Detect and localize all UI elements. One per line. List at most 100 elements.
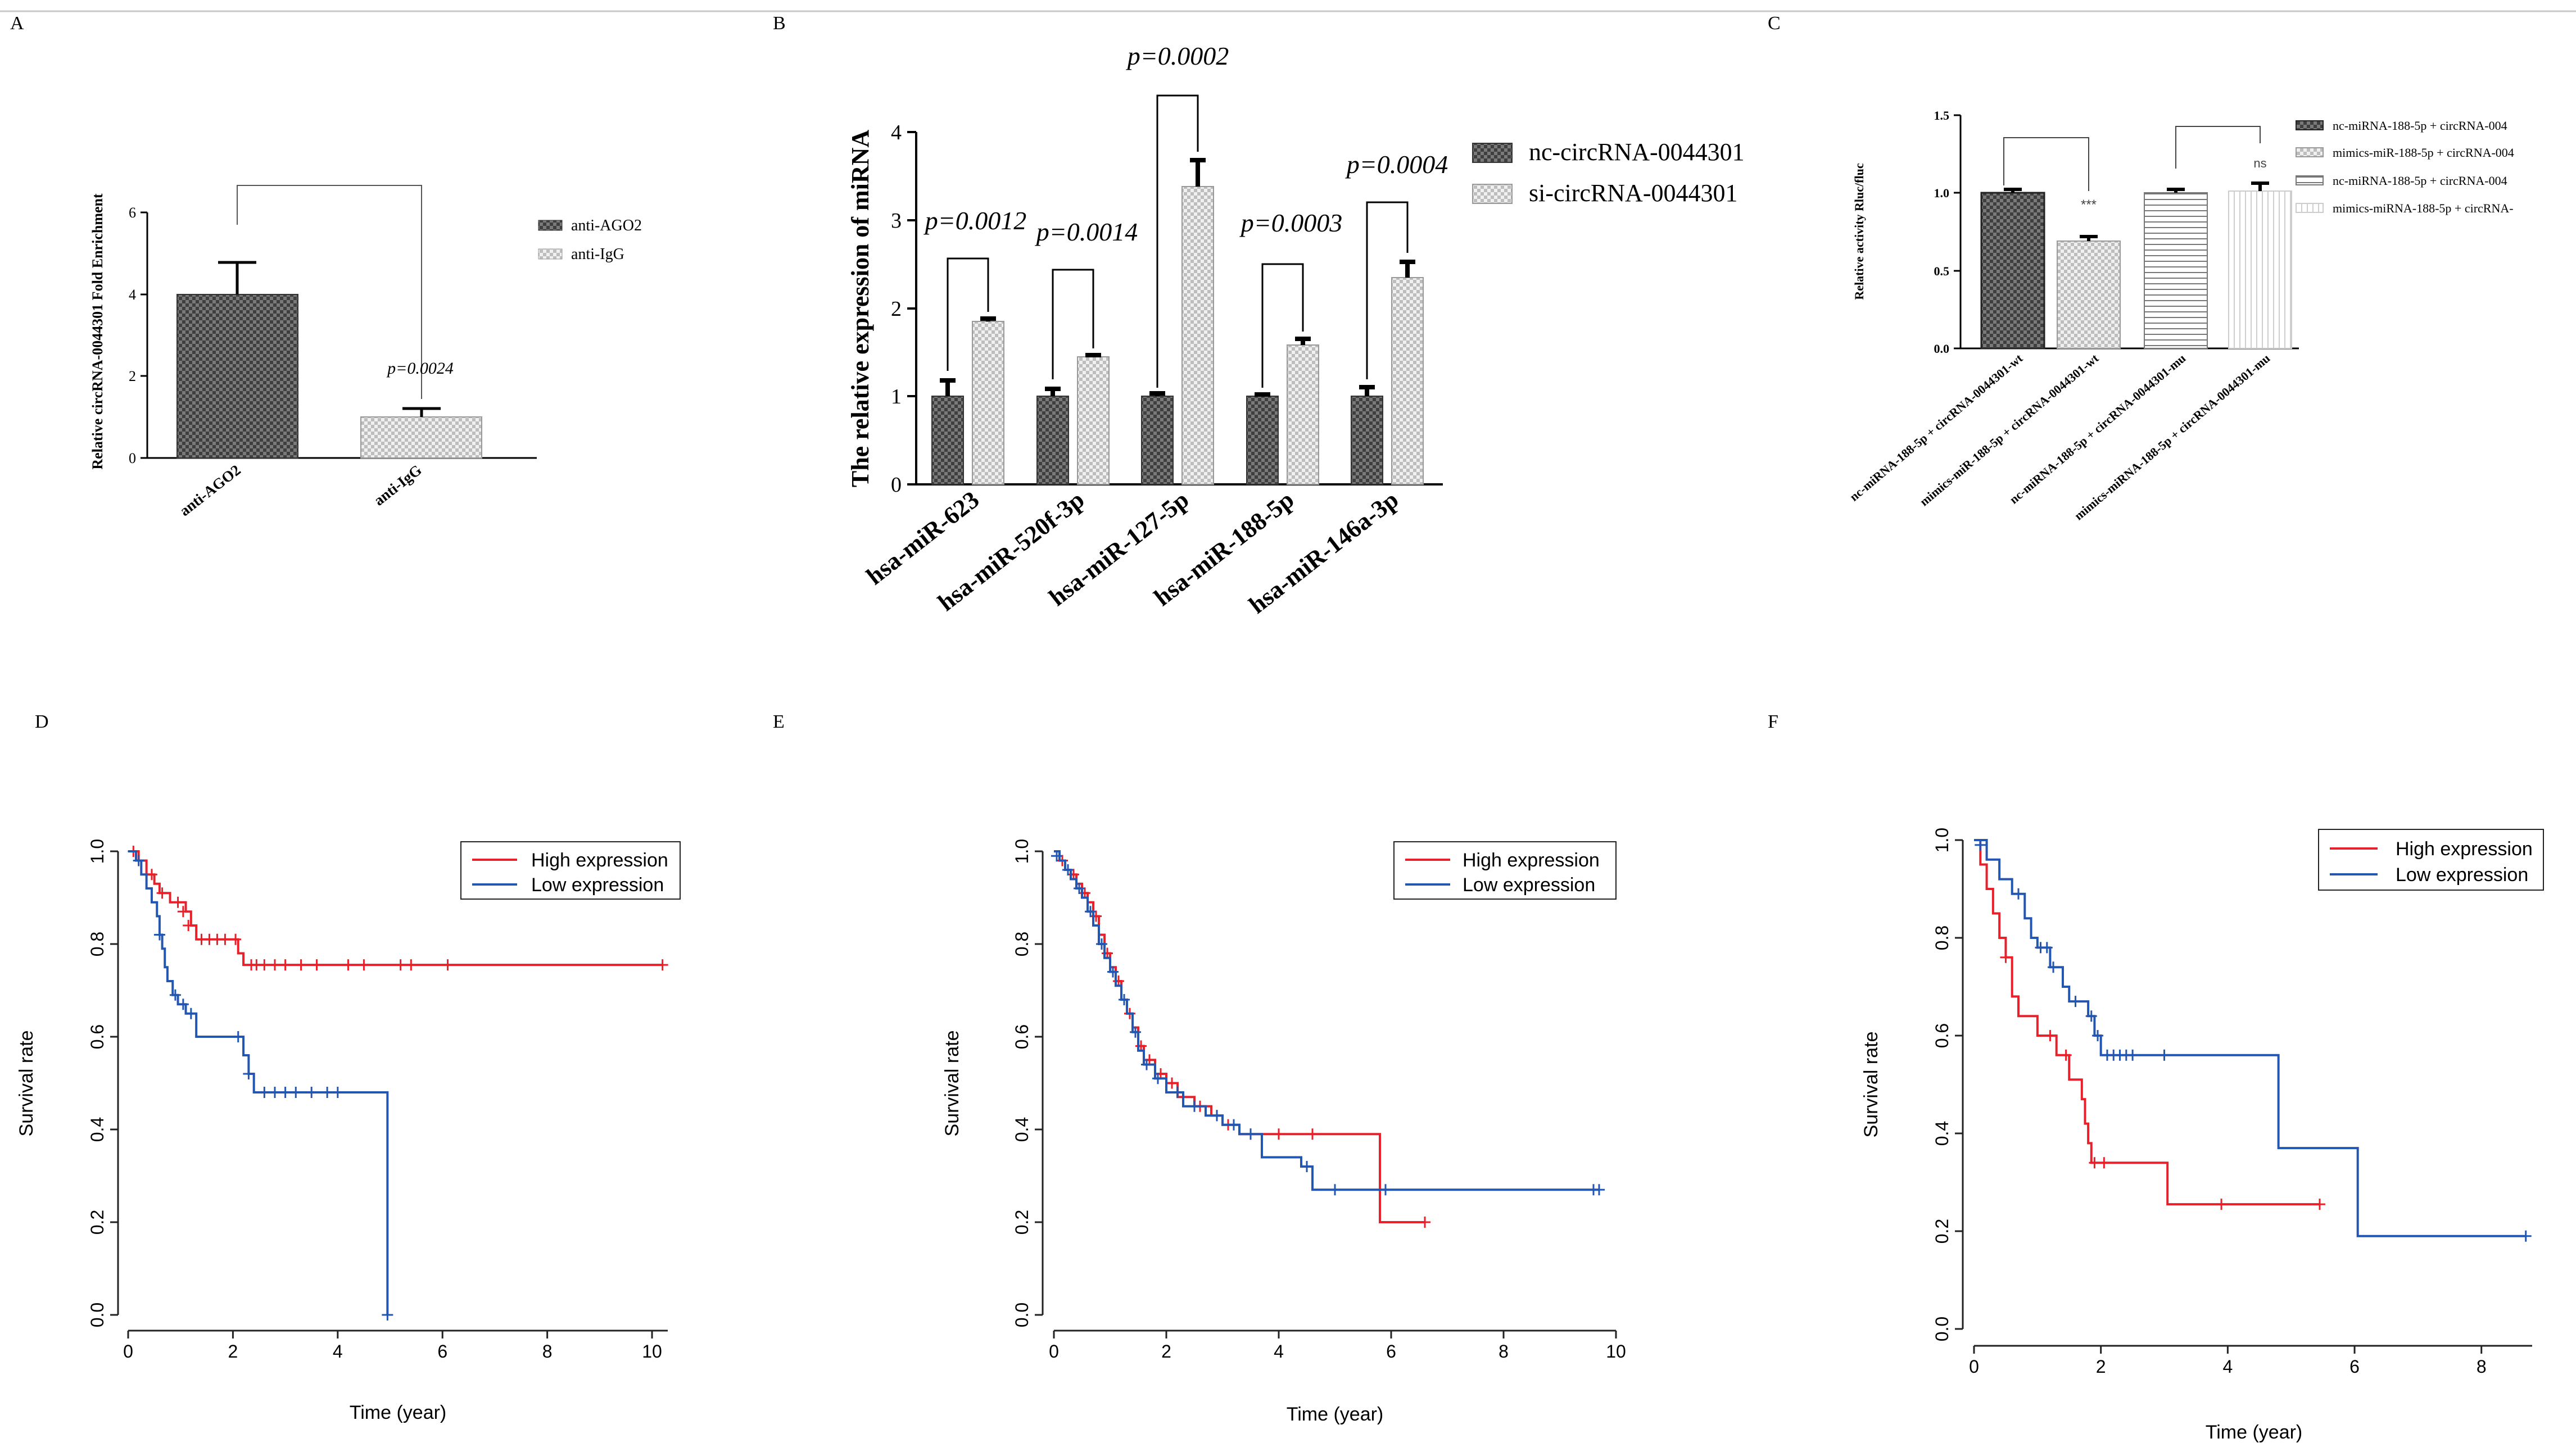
b-bar-nc-mir-623 — [931, 396, 964, 485]
b-ytick-label-0: 0 — [891, 473, 902, 497]
f-censor-low-13 — [2158, 1049, 2170, 1061]
e-censor-low-19 — [1593, 1184, 1605, 1196]
f-xtick-label-1: 2 — [2096, 1356, 2106, 1377]
f-xtick-label-4: 8 — [2477, 1356, 2487, 1377]
c-ytick-label-3: 1.5 — [1934, 108, 1950, 122]
a-ytick-label-3: 6 — [129, 205, 136, 221]
b-bar-si-mir-188-5p — [1287, 344, 1319, 485]
panel-d-km-chart: 0.0 0.2 0.4 0.6 0.8 1.0 0 2 4 6 8 10 Sur… — [16, 839, 681, 1423]
d-xticks: 0 2 4 6 8 10 — [123, 1341, 662, 1362]
c-significance-1: *** — [2081, 197, 2097, 212]
c-significance-3: ns — [2253, 156, 2266, 170]
d-legend-box — [460, 841, 681, 900]
d-legend-label-high: High expression — [531, 850, 668, 871]
f-xtick-label-0: 0 — [1969, 1356, 1979, 1377]
f-legend: High expression Low expression — [2318, 829, 2544, 891]
c-ylabel: Relative activity Rluc/fluc — [1852, 163, 1866, 300]
d-censor-low-0 — [133, 855, 144, 866]
d-censor-high-21 — [405, 959, 417, 971]
b-bar-nc-mir-520f-3p — [1036, 396, 1069, 485]
c-ytick-label-0: 0.0 — [1934, 342, 1950, 356]
b-bar-si-mir-623 — [972, 321, 1004, 485]
f-censor-high-5 — [2216, 1199, 2228, 1210]
c-legend: nc-miRNA-188-5p + circRNA-004 mimics-miR… — [2296, 119, 2514, 215]
f-ylabel: Survival rate — [1860, 1032, 1882, 1138]
e-censor-low-1 — [1062, 864, 1074, 875]
d-censor-high-1 — [146, 869, 157, 881]
b-ytick-2: 2 — [891, 297, 916, 321]
a-ytick-4: 4 — [129, 287, 147, 303]
f-censor-low-14 — [2520, 1230, 2532, 1242]
e-ytick-label-0: 0.0 — [1012, 1303, 1032, 1327]
c-legend-label-1: mimics-miR-188-5p + circRNA-004 — [2333, 146, 2514, 160]
e-censor-low-7 — [1130, 1026, 1141, 1038]
d-censor-low-6 — [243, 1068, 255, 1079]
d-censor-high-9 — [219, 933, 231, 945]
e-xtick-label-0: 0 — [1049, 1341, 1059, 1362]
c-legend-swatch-2 — [2296, 175, 2324, 185]
f-ytick-label-5: 1.0 — [1932, 828, 1952, 852]
d-censor-low-13 — [332, 1087, 343, 1098]
a-legend-label-0: anti-AGO2 — [571, 217, 642, 234]
e-xtick-label-5: 10 — [1606, 1341, 1626, 1362]
d-censor-high-18 — [342, 959, 354, 971]
c-ytick-10: 1.0 — [1934, 186, 1961, 200]
e-censor-low-11 — [1189, 1100, 1200, 1112]
a-xtick-label-0: anti-AGO2 — [176, 461, 244, 519]
c-legend-swatch-0 — [2296, 120, 2324, 130]
d-xlabel: Time (year) — [350, 1402, 447, 1423]
b-bar-si-mir-520f-3p — [1077, 356, 1110, 485]
d-yticks: 0.0 0.2 0.4 0.6 0.8 1.0 — [87, 839, 107, 1327]
b-ytick-4: 4 — [891, 121, 916, 144]
c-legend-swatch-1 — [2296, 147, 2324, 157]
d-censor-high-2 — [156, 887, 168, 899]
d-xtick-label-5: 10 — [642, 1341, 662, 1362]
c-legend-label-2: nc-miRNA-188-5p + circRNA-004 — [2333, 174, 2507, 188]
b-ytick-label-2: 2 — [891, 297, 902, 321]
c-ytick-15: 1.5 — [1934, 108, 1961, 122]
f-ytick-label-2: 0.4 — [1932, 1121, 1952, 1146]
c-ytick-0: 0.0 — [1934, 342, 1961, 356]
b-p-value-3: p=0.0003 — [1239, 208, 1343, 237]
e-curve-high — [1054, 850, 1425, 1223]
e-censor-low-14 — [1245, 1128, 1256, 1140]
d-censor-low-12 — [322, 1087, 333, 1098]
panel-letter-c: C — [1768, 13, 1781, 34]
panel-f-km-chart: 0.0 0.2 0.4 0.6 0.8 1.0 0 2 4 6 8 Surviv… — [1860, 828, 2544, 1443]
d-ytick-label-5: 1.0 — [87, 839, 107, 864]
b-ytick-1: 1 — [891, 385, 916, 409]
panel-e-km-chart: 0.0 0.2 0.4 0.6 0.8 1.0 0 2 4 6 8 10 Sur… — [941, 839, 1626, 1425]
a-bar-anti-ago2 — [176, 294, 298, 459]
b-bar-si-mir-127-5p — [1181, 186, 1214, 485]
d-censor-low-1 — [153, 929, 165, 941]
panel-c-bar-chart: Relative activity Rluc/fluc 0.0 0.5 1.0 … — [1847, 108, 2514, 523]
b-bar-nc-mir-188-5p — [1246, 396, 1279, 485]
d-censor-low-4 — [185, 1008, 197, 1019]
e-yticks: 0.0 0.2 0.4 0.6 0.8 1.0 — [1012, 839, 1032, 1327]
c-legend-label-0: nc-miRNA-188-5p + circRNA-004 — [2333, 119, 2507, 133]
e-ytick-label-4: 0.8 — [1012, 932, 1032, 956]
d-censor-high-15 — [279, 959, 291, 971]
a-ytick-6: 6 — [129, 205, 147, 221]
e-legend-label-high: High expression — [1463, 850, 1600, 871]
e-xlabel: Time (year) — [1287, 1404, 1384, 1425]
d-censor-high-10 — [230, 933, 242, 945]
panel-a-bar-chart: Relative circRNA-0044301 Fold Enrichment… — [89, 185, 642, 519]
d-censor-high-19 — [358, 959, 370, 971]
e-ytick-label-3: 0.6 — [1012, 1024, 1032, 1049]
b-significance-brackets — [947, 94, 1409, 388]
f-xlabel: Time (year) — [2206, 1422, 2303, 1443]
a-ytick-label-1: 2 — [129, 368, 136, 384]
f-curves — [1974, 839, 2532, 1242]
d-ytick-label-2: 0.4 — [87, 1117, 107, 1142]
a-ytick-0: 0 — [129, 450, 147, 466]
f-xtick-label-3: 6 — [2349, 1356, 2360, 1377]
e-censor-low-12 — [1211, 1110, 1223, 1122]
b-legend-label-1: si-circRNA-0044301 — [1529, 179, 1738, 207]
a-bar-anti-igg — [360, 416, 482, 459]
a-legend-swatch-1 — [538, 248, 563, 260]
d-censor-high-23 — [657, 959, 668, 971]
a-ylabel: Relative circRNA-0044301 Fold Enrichment — [89, 193, 106, 470]
f-yticks: 0.0 0.2 0.4 0.6 0.8 1.0 — [1932, 828, 1952, 1341]
